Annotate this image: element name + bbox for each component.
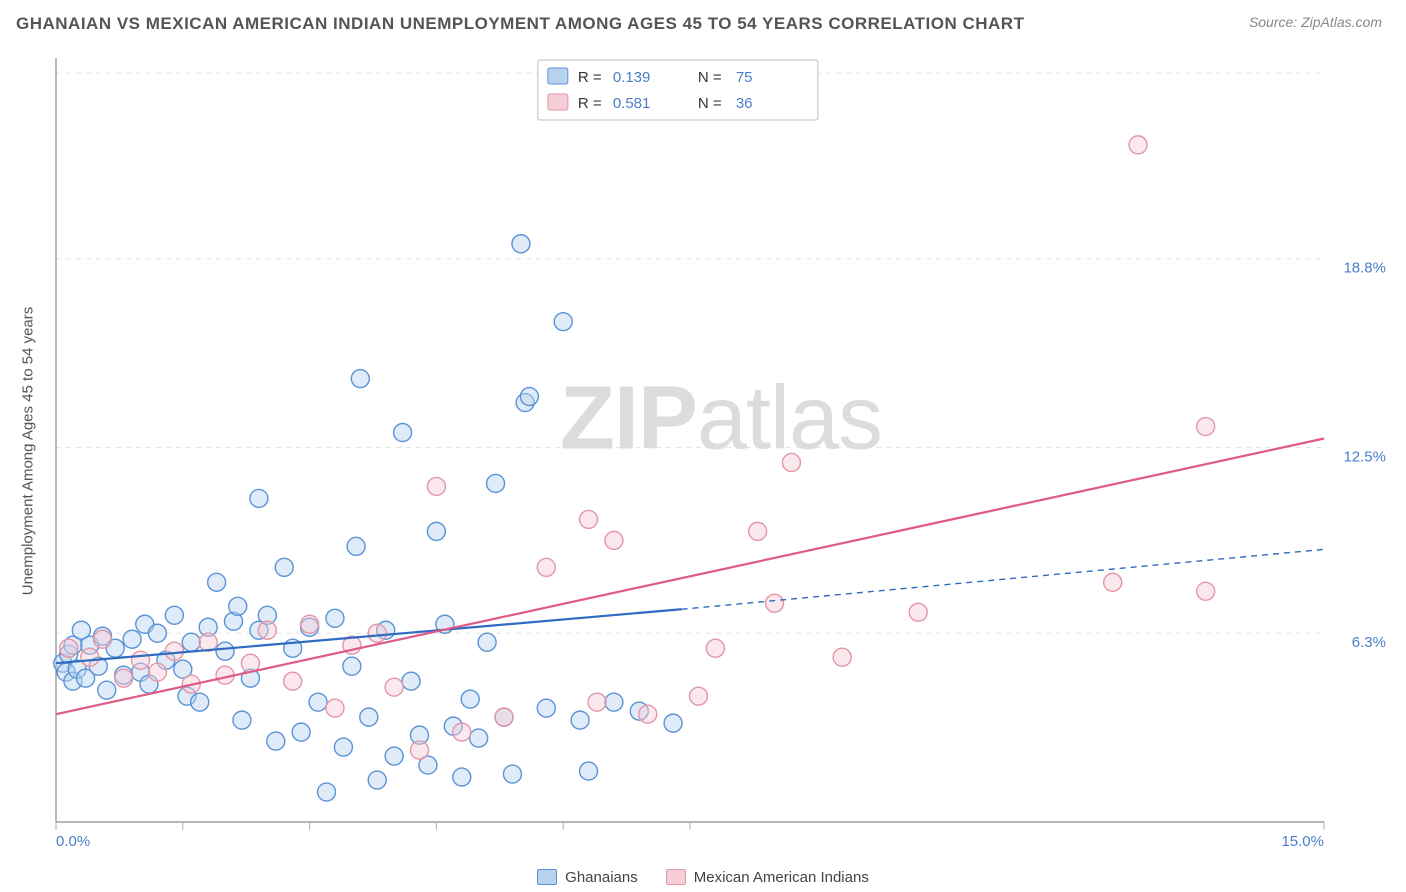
svg-text:R =: R = — [578, 95, 602, 112]
chart-title: GHANAIAN VS MEXICAN AMERICAN INDIAN UNEM… — [16, 14, 1024, 34]
legend-label-ghanaians: Ghanaians — [565, 869, 638, 886]
svg-text:12.5%: 12.5% — [1343, 448, 1386, 465]
legend-swatch-ghanaians — [537, 869, 557, 885]
svg-text:18.8%: 18.8% — [1343, 260, 1386, 277]
legend-item-mexican-american-indians: Mexican American Indians — [666, 869, 869, 886]
svg-text:R =: R = — [578, 69, 602, 86]
series-legend: Ghanaians Mexican American Indians — [0, 869, 1406, 886]
source-label: Source: ZipAtlas.com — [1249, 14, 1382, 30]
plot-area: Unemployment Among Ages 45 to 54 years Z… — [48, 50, 1394, 852]
svg-text:0.0%: 0.0% — [56, 833, 90, 850]
svg-text:0.581: 0.581 — [613, 95, 651, 112]
y-axis-label: Unemployment Among Ages 45 to 54 years — [20, 307, 37, 596]
svg-text:6.3%: 6.3% — [1352, 634, 1386, 651]
svg-text:N =: N = — [698, 95, 722, 112]
legend-label-mexican-american-indians: Mexican American Indians — [694, 869, 869, 886]
legend-item-ghanaians: Ghanaians — [537, 869, 638, 886]
svg-text:75: 75 — [736, 69, 753, 86]
svg-text:N =: N = — [698, 69, 722, 86]
legend-swatch-mexican-american-indians — [666, 869, 686, 885]
svg-text:15.0%: 15.0% — [1281, 833, 1324, 850]
svg-text:36: 36 — [736, 95, 753, 112]
scatter-chart: 6.3% 12.5% 18.8% 0.0% 15.0% R = 0.139 N = 75 R = 0… — [48, 50, 1394, 852]
svg-text:0.139: 0.139 — [613, 69, 651, 86]
